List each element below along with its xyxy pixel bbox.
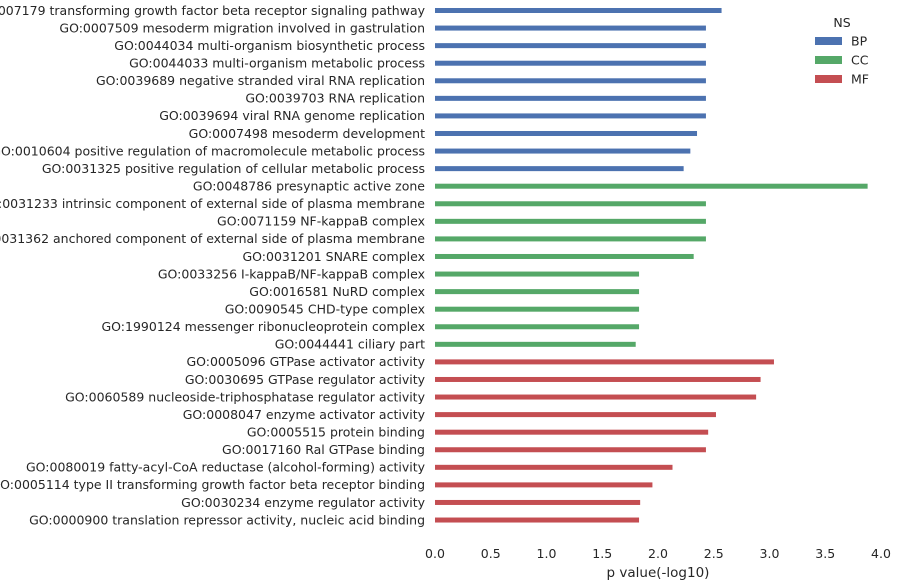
category-label: GO:0044441 ciliary part: [275, 337, 425, 352]
legend-label-bp: BP: [851, 34, 868, 49]
category-label: GO:0007179 transforming growth factor be…: [0, 3, 426, 18]
bar-mf: [435, 447, 706, 453]
category-label: GO:0039703 RNA replication: [245, 91, 425, 106]
bar-mf: [435, 412, 716, 418]
bar-cc: [435, 341, 636, 347]
legend-label-mf: MF: [851, 72, 869, 87]
bar-cc: [435, 271, 640, 277]
bar-mf: [435, 464, 673, 470]
category-label: GO:0031233 intrinsic component of extern…: [0, 196, 425, 211]
legend-swatch-cc: [815, 56, 842, 64]
category-label: GO:0033256 I-kappaB/NF-kappaB complex: [158, 266, 425, 281]
legend: NS BP CC MF: [815, 15, 869, 87]
bar-mf: [435, 376, 761, 382]
category-label: GO:0031201 SNARE complex: [242, 249, 425, 264]
bar-cc: [435, 253, 694, 259]
bar-bp: [435, 148, 691, 154]
x-tick-label: 3.0: [760, 546, 780, 561]
legend-swatch-bp: [815, 37, 842, 45]
bar-bp: [435, 95, 706, 101]
category-label: GO:0044034 multi-organism biosynthetic p…: [114, 38, 425, 53]
category-label: GO:1990124 messenger ribonucleoprotein c…: [101, 319, 425, 334]
bar-cc: [435, 183, 868, 189]
category-label: GO:0010604 positive regulation of macrom…: [0, 143, 425, 158]
bar-cc: [435, 201, 706, 207]
x-tick-label: 2.0: [648, 546, 668, 561]
bar-mf: [435, 499, 641, 505]
x-axis-ticks: 0.0 0.5 1.0 1.5 2.0 2.5 3.0 3.5 4.0: [425, 546, 891, 561]
legend-title: NS: [833, 15, 850, 30]
x-tick-label: 4.0: [871, 546, 891, 561]
category-label: GO:0090545 CHD-type complex: [225, 301, 425, 316]
category-label: GO:0031325 positive regulation of cellul…: [42, 161, 425, 176]
x-tick-label: 2.5: [704, 546, 724, 561]
category-label: GO:0071159 NF-kappaB complex: [217, 214, 425, 229]
category-label: GO:0005515 protein binding: [247, 424, 425, 439]
bar-cc: [435, 218, 706, 224]
legend-swatch-mf: [815, 75, 842, 83]
x-tick-label: 1.5: [592, 546, 612, 561]
x-tick-label: 0.5: [481, 546, 501, 561]
bar-cc: [435, 306, 640, 312]
category-label: GO:0044033 multi-organism metabolic proc…: [129, 56, 425, 71]
x-tick-label: 1.0: [537, 546, 557, 561]
category-label: GO:0080019 fatty-acyl-CoA reductase (alc…: [26, 460, 426, 475]
bar-cc: [435, 236, 706, 242]
bar-bp: [435, 78, 706, 84]
category-label: GO:0017160 Ral GTPase binding: [222, 442, 425, 457]
category-label: GO:0039694 viral RNA genome replication: [159, 108, 425, 123]
bar-bp: [435, 166, 684, 172]
bar-bp: [435, 60, 706, 66]
category-label: GO:0007509 mesoderm migration involved i…: [59, 20, 425, 35]
bar-cc: [435, 289, 640, 295]
category-label: GO:0030234 enzyme regulator activity: [181, 495, 425, 510]
category-label: GO:0007498 mesoderm development: [189, 126, 425, 141]
x-tick-label: 0.0: [425, 546, 445, 561]
category-label: GO:0005114 type II transforming growth f…: [0, 477, 425, 492]
category-label: GO:0000900 translation repressor activit…: [29, 512, 425, 527]
x-axis-title: p value(-log10): [607, 565, 710, 581]
bar-cc: [435, 324, 640, 330]
category-label: GO:0060589 nucleoside-triphosphatase reg…: [65, 389, 425, 404]
category-label: GO:0016581 NuRD complex: [249, 284, 425, 299]
category-labels: GO:0007179 transforming growth factor be…: [0, 3, 426, 528]
bar-mf: [435, 359, 774, 365]
bar-bp: [435, 43, 706, 49]
bar-mf: [435, 482, 653, 488]
bars-group: [435, 8, 868, 523]
legend-label-cc: CC: [851, 53, 869, 68]
x-tick-label: 3.5: [815, 546, 835, 561]
category-label: GO:0008047 enzyme activator activity: [183, 407, 426, 422]
bar-bp: [435, 130, 698, 136]
bar-mf: [435, 394, 757, 400]
bar-bp: [435, 8, 722, 13]
bar-mf: [435, 517, 640, 523]
bar-bp: [435, 25, 706, 31]
bar-bp: [435, 113, 706, 119]
category-label: GO:0048786 presynaptic active zone: [193, 179, 425, 194]
category-label: GO:0030695 GTPase regulator activity: [185, 372, 426, 387]
category-label: GO:0039689 negative stranded viral RNA r…: [96, 73, 425, 88]
category-label: GO:0005096 GTPase activator activity: [186, 354, 425, 369]
bar-mf: [435, 429, 709, 435]
category-label: GO:0031362 anchored component of externa…: [0, 231, 425, 246]
